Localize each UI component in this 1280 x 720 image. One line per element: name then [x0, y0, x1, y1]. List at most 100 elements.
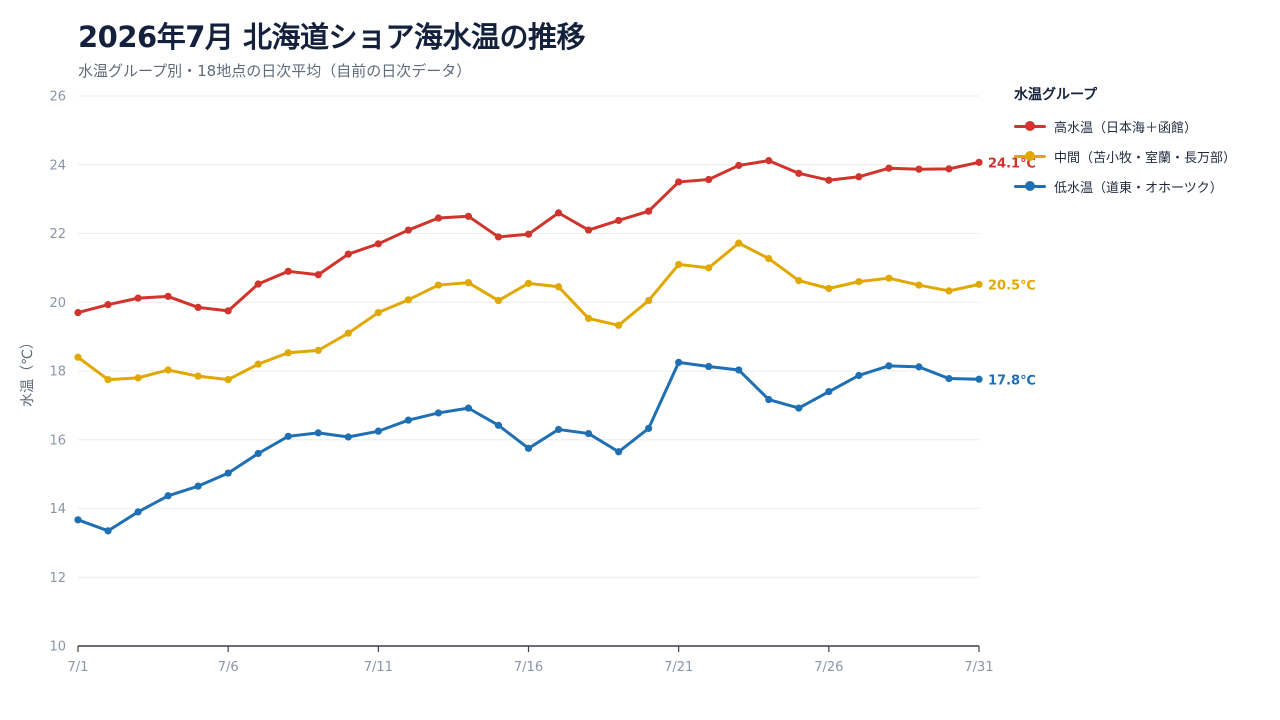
data-point: [885, 362, 893, 370]
data-point: [615, 321, 623, 329]
data-point: [134, 374, 142, 382]
data-point: [134, 508, 142, 516]
legend: 水温グループ 高水温（日本海＋函館） 中間（苫小牧・室蘭・長万部） 低水温（道東・オ…: [1014, 84, 1236, 201]
data-point: [915, 281, 923, 289]
data-point: [855, 371, 863, 380]
data-point: [494, 233, 503, 241]
data-point: [524, 444, 533, 452]
data-point: [915, 363, 923, 371]
data-point: [554, 425, 563, 434]
chart-title: 2026年7月 北海道ショア海水温の推移: [78, 20, 586, 54]
data-point: [945, 287, 953, 295]
legend-label: 中間（苫小牧・室蘭・長万部）: [1054, 150, 1237, 166]
data-point: [645, 207, 653, 215]
series-group: [74, 157, 983, 535]
data-point: [194, 482, 202, 490]
data-point: [434, 281, 442, 289]
data-point: [584, 429, 593, 438]
data-point: [344, 433, 352, 441]
y-tick-label: 10: [49, 640, 66, 655]
data-point: [584, 314, 593, 323]
data-point: [645, 424, 653, 433]
series-1: [74, 239, 983, 384]
y-tick-label: 20: [49, 296, 66, 311]
data-point: [524, 230, 533, 238]
data-point: [554, 209, 563, 217]
legend-items: 高水温（日本海＋函館） 中間（苫小牧・室蘭・長万部） 低水温（道東・オホーツク）: [1014, 111, 1236, 201]
data-point: [945, 165, 953, 173]
x-tick-label: 7/1: [68, 660, 89, 675]
axes: 10 12 14 16 18 20 22 24 26 7/1 7/6 7/11 7/16 7/21 7/26…: [20, 90, 994, 676]
legend-label: 高水温（日本海＋函館）: [1054, 120, 1198, 136]
grid-lines: [78, 95, 979, 578]
legend-swatch-dot: [1025, 181, 1035, 191]
data-point: [975, 158, 983, 166]
data-point: [74, 353, 82, 361]
legend-item: 低水温（道東・オホーツク）: [1014, 171, 1236, 201]
data-point: [254, 449, 262, 458]
chart-subtitle: 水温グループ別・18地点の日次平均（自前の日次データ）: [78, 62, 472, 80]
end-value-label: 24.1℃: [988, 156, 1036, 171]
data-point: [765, 157, 773, 165]
data-point: [464, 212, 473, 220]
legend-swatch: [1014, 180, 1046, 192]
data-point: [164, 366, 172, 374]
data-point: [314, 271, 322, 279]
legend-label: 低水温（道東・オホーツク）: [1054, 180, 1223, 196]
x-tick-label: 7/16: [514, 660, 543, 675]
data-point: [795, 276, 803, 285]
x-tick-label: 7/31: [964, 660, 993, 675]
data-point: [164, 492, 172, 500]
data-point: [434, 214, 442, 222]
series-line: [76, 241, 981, 382]
data-point: [735, 161, 743, 170]
data-point: [554, 283, 563, 291]
data-point: [374, 240, 382, 248]
legend-swatch: [1014, 120, 1046, 132]
end-value-label: 20.5℃: [988, 278, 1036, 293]
data-point: [404, 416, 412, 424]
legend-item: 中間（苫小牧・室蘭・長万部）: [1014, 141, 1236, 171]
legend-swatch-dot: [1025, 151, 1035, 161]
legend-item: 高水温（日本海＋函館）: [1014, 111, 1236, 141]
data-point: [915, 165, 923, 173]
data-point: [134, 294, 142, 302]
data-point: [404, 296, 412, 304]
data-point: [524, 279, 533, 287]
y-tick-label: 16: [49, 433, 66, 448]
data-point: [975, 280, 983, 288]
x-tick-label: 7/26: [814, 660, 843, 675]
data-point: [795, 404, 803, 412]
data-point: [795, 169, 803, 177]
data-point: [224, 469, 232, 477]
data-point: [615, 216, 623, 225]
end-labels: 24.1℃ 20.5℃ 17.8℃: [988, 156, 1036, 388]
y-tick-label: 12: [49, 571, 66, 586]
data-point: [765, 395, 773, 404]
x-tick-label: 7/11: [364, 660, 393, 675]
data-point: [314, 346, 322, 354]
data-point: [494, 421, 503, 429]
y-axis-label: 水温（℃）: [20, 335, 36, 407]
data-point: [464, 279, 473, 287]
data-point: [344, 250, 352, 258]
y-tick-label: 18: [49, 365, 66, 380]
x-tick-label: 7/21: [664, 660, 693, 675]
data-point: [885, 274, 893, 282]
data-point: [74, 516, 82, 524]
data-point: [464, 404, 473, 412]
data-point: [374, 308, 382, 317]
data-point: [254, 360, 262, 368]
data-point: [705, 362, 713, 371]
data-point: [284, 432, 292, 440]
data-point: [284, 349, 292, 357]
data-point: [584, 226, 593, 234]
data-point: [705, 264, 713, 272]
data-point: [675, 260, 683, 269]
data-point: [494, 296, 503, 305]
legend-swatch-dot: [1025, 121, 1035, 131]
data-point: [855, 173, 863, 181]
data-point: [825, 388, 833, 396]
legend-title: 水温グループ: [1014, 87, 1098, 103]
data-point: [735, 366, 743, 374]
